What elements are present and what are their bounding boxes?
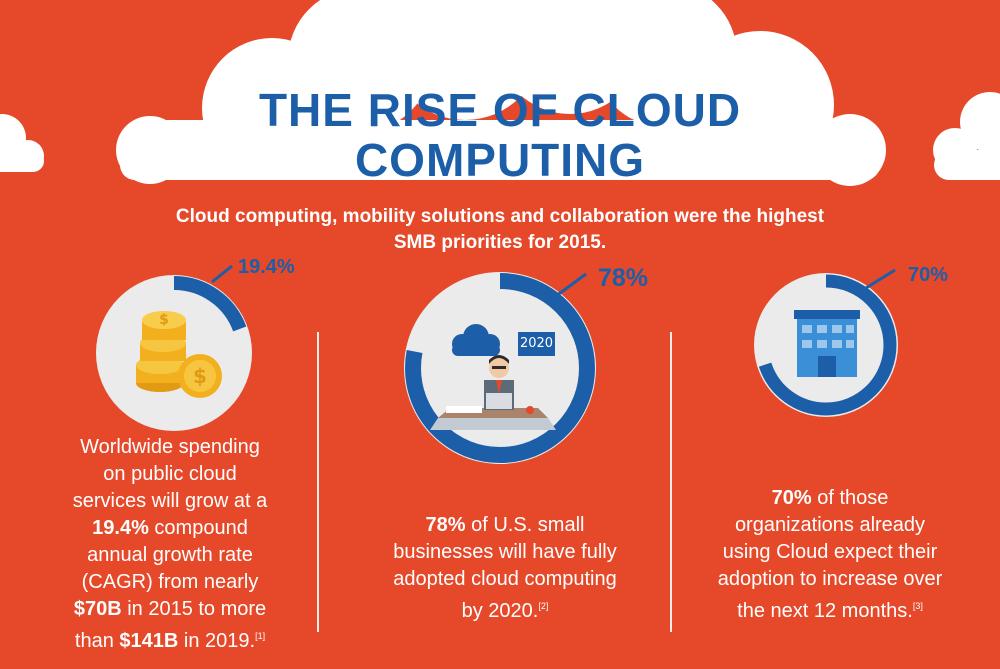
stat-1-line: (CAGR) from nearly [81, 571, 259, 593]
stat-2-description: 78% of U.S. small businesses will have f… [360, 512, 650, 625]
stat-3-text: of those [811, 487, 889, 509]
businessman-at-desk-icon [430, 355, 556, 430]
reference-marker: [3] [912, 601, 923, 611]
gold-coins-icon: $ $ [136, 311, 222, 398]
stat-3-line: using Cloud expect their [722, 541, 938, 563]
stat-1-line: Worldwide spending [80, 436, 260, 458]
stat-2-line: by 2020.[2] [360, 593, 650, 625]
stat-1-graphic: $ $ [96, 264, 252, 431]
cloud-icon [452, 324, 500, 356]
stat-2-line: businesses will have fully [393, 541, 617, 563]
stat-1-line: annual growth rate [87, 544, 253, 566]
page-title-line-1: THE RISE OF CLOUD [258, 84, 742, 136]
subtitle-line-1: Cloud computing, mobility solutions and … [175, 206, 825, 227]
stat-1-text: in 2019. [178, 630, 256, 652]
stat-3-graphic [754, 268, 898, 417]
stat-1-text: than [74, 630, 120, 652]
stat-3-line: 70% of those [690, 485, 970, 512]
reference-marker: [2] [538, 601, 549, 611]
stat-1-line: $70B in 2015 to more [40, 596, 300, 623]
stat-3-description: 70% of those organizations already using… [690, 485, 970, 625]
stat-2-line: 78% of U.S. small [360, 512, 650, 539]
reference-marker: [1] [255, 631, 266, 641]
stat-1-highlight: $70B [73, 598, 122, 620]
right-cloud [933, 92, 1000, 180]
stat-1-highlight: 19.4% [92, 517, 149, 539]
svg-text:$: $ [193, 364, 207, 388]
stat-1-line: services will grow at a [72, 490, 268, 512]
stat-1-percent: 19.4% [238, 256, 295, 278]
year-2020-badge: 2020 [518, 332, 555, 356]
column-divider-2 [670, 332, 672, 632]
stat-3-line: organizations already [734, 514, 926, 536]
stat-1-text: compound [148, 517, 248, 539]
stat-1-text: in 2015 to more [121, 598, 267, 620]
stat-3-highlight: 70% [771, 487, 812, 509]
stat-1-line: on public cloud [103, 463, 237, 485]
stat-3-text: the next 12 months. [737, 600, 913, 622]
column-divider-1 [317, 332, 319, 632]
stat-1-line: than $141B in 2019.[1] [40, 623, 300, 655]
stat-2-percent: 78% [598, 264, 649, 292]
stat-1-highlight: $141B [119, 630, 179, 652]
page-title-line-2: COMPUTING [354, 134, 646, 186]
title-cloud [116, 0, 886, 186]
stat-3-line: the next 12 months.[3] [690, 593, 970, 625]
stat-2-text: of U.S. small [465, 514, 585, 536]
stat-3-line: adoption to increase over [717, 568, 943, 590]
stat-2-line: adopted cloud computing [393, 568, 617, 590]
left-cloud [0, 114, 44, 172]
stat-3-percent: 70% [908, 264, 949, 286]
svg-text:$: $ [159, 312, 169, 328]
subtitle-line-2: SMB priorities for 2015. [393, 232, 607, 253]
stat-2-highlight: 78% [425, 514, 466, 536]
stat-1-line: 19.4% compound [40, 515, 300, 542]
stat-2-text: by 2020. [461, 600, 539, 622]
office-building-icon [794, 310, 860, 377]
stat-2-graphic [404, 272, 596, 464]
stat-1-description: Worldwide spending on public cloud servi… [40, 434, 300, 655]
